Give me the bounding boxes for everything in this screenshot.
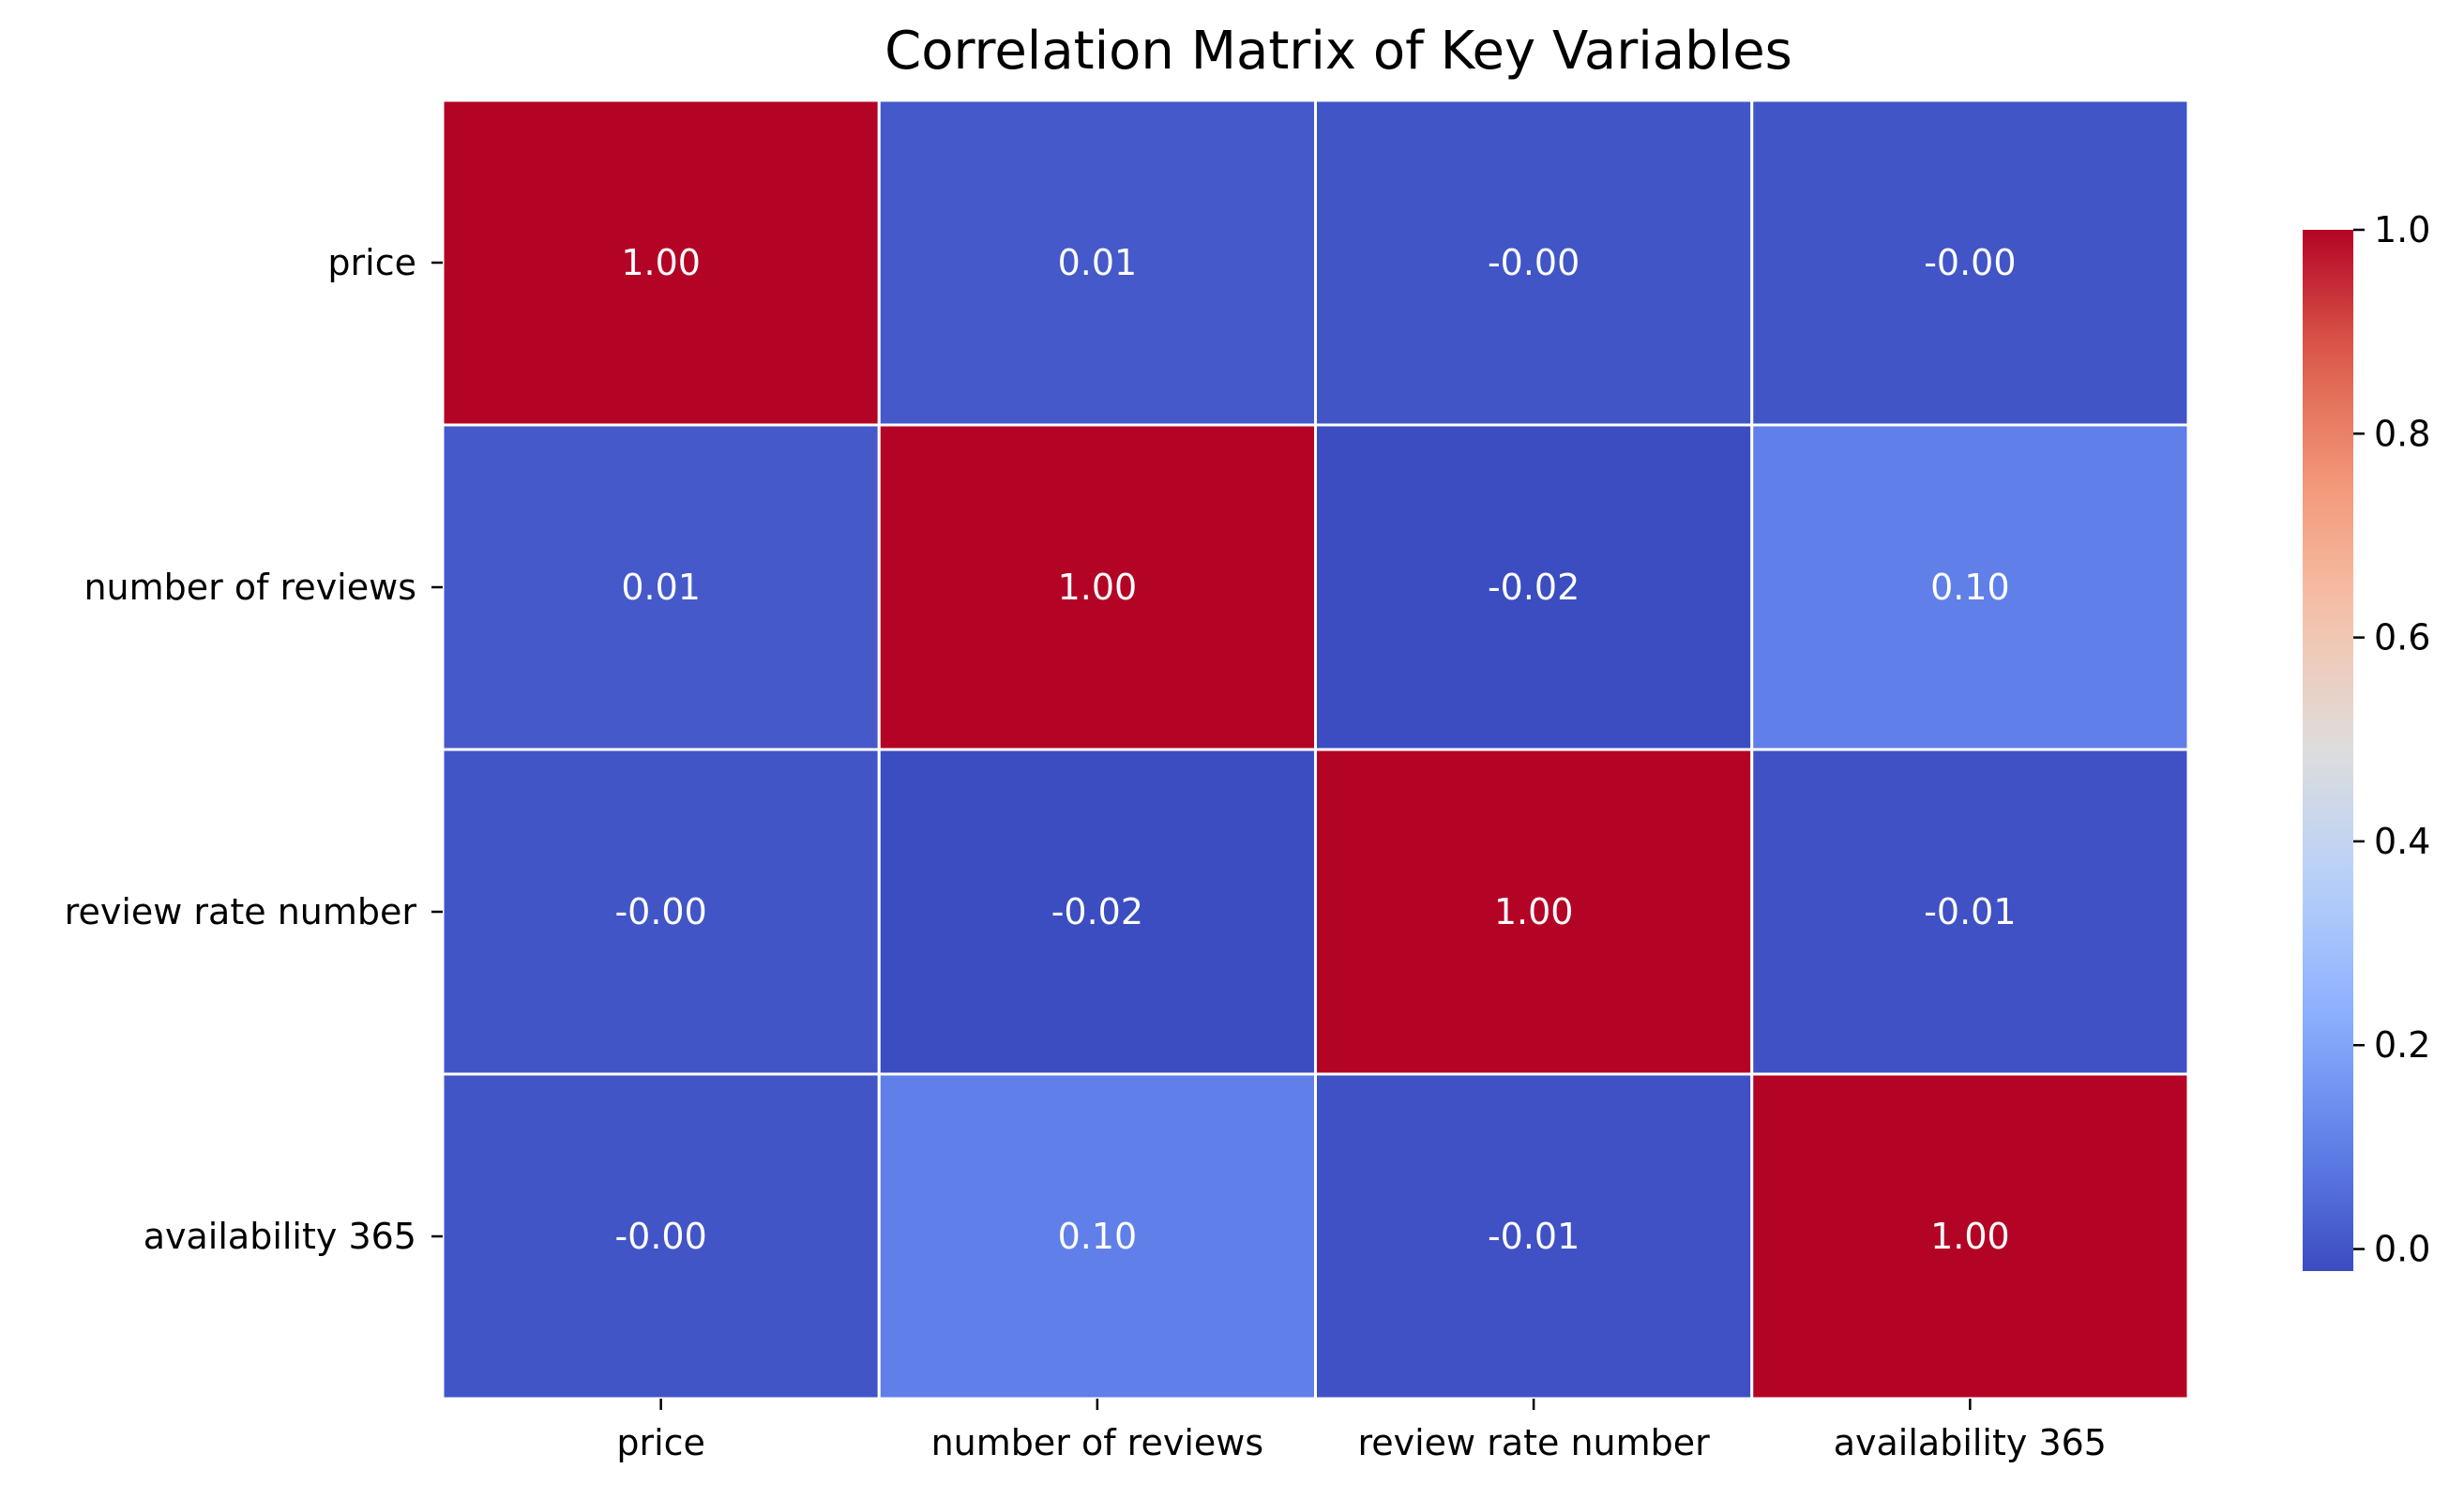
heatmap-cell: [1314, 1072, 1754, 1401]
y-tick-label: review rate number: [65, 891, 417, 932]
cell-annotation: 0.10: [1058, 1216, 1138, 1257]
colorbar-tick-label: 0.4: [2374, 821, 2430, 862]
cell-annotation: -0.00: [614, 1216, 706, 1257]
colorbar: 0.0 0.2 0.4 0.6 0.8 1.0: [2303, 209, 2430, 1271]
colorbar-tick-label: 0.0: [2374, 1229, 2430, 1270]
heatmap-cell: [441, 98, 881, 427]
y-tick-label: price: [327, 242, 416, 283]
x-tick-label: number of reviews: [931, 1422, 1264, 1463]
cell-annotation: 0.01: [621, 567, 701, 608]
cell-annotation: 1.00: [1058, 567, 1138, 608]
cell-annotation: 1.00: [1930, 1216, 2010, 1257]
cell-annotation: 1.00: [1494, 891, 1574, 932]
heatmap-cell: [441, 423, 881, 751]
heatmap-cell: [877, 1072, 1317, 1401]
cell-annotation: -0.00: [614, 891, 706, 932]
cell-annotation: 1.00: [621, 242, 701, 283]
heatmap-cell: [877, 423, 1317, 751]
cell-annotation: -0.01: [1924, 891, 2016, 932]
y-tick-label: number of reviews: [83, 567, 416, 608]
heatmap-cell: [1750, 748, 2190, 1076]
colorbar-tick-label: 1.0: [2374, 209, 2430, 250]
heatmap-cell: [877, 748, 1317, 1076]
heatmap-cells: [441, 98, 2190, 1401]
heatmap-cell: [1750, 1072, 2190, 1401]
heatmap-cell: [1314, 98, 1754, 427]
cell-annotation: -0.02: [1488, 567, 1580, 608]
x-axis: price number of reviews review rate number…: [616, 1399, 2107, 1463]
cell-annotation: 0.10: [1930, 567, 2010, 608]
cell-annotation: -0.00: [1488, 242, 1580, 283]
heatmap-cell: [1750, 423, 2190, 751]
heatmap-cell: [441, 1072, 881, 1401]
x-tick-label: review rate number: [1357, 1422, 1710, 1463]
cell-annotation: -0.00: [1924, 242, 2016, 283]
x-tick-label: availability 365: [1834, 1422, 2107, 1463]
y-axis: price number of reviews review rate number…: [65, 242, 443, 1257]
cell-annotation: -0.01: [1488, 1216, 1580, 1257]
cell-annotations: 1.00 0.01 -0.00 -0.00 0.01 1.00 -0.02 0.10 -0.00…: [614, 242, 2016, 1257]
y-tick-label: availability 365: [144, 1216, 416, 1257]
colorbar-tick-label: 0.8: [2374, 413, 2430, 454]
chart-title: Correlation Matrix of Key Variables: [884, 21, 1792, 82]
cell-annotation: -0.02: [1051, 891, 1143, 932]
heatmap-cell: [1750, 98, 2190, 427]
x-tick-label: price: [616, 1422, 705, 1463]
colorbar-gradient: [2303, 230, 2353, 1271]
colorbar-tick-label: 0.6: [2374, 617, 2430, 659]
cell-annotation: 0.01: [1058, 242, 1138, 283]
heatmap-cell: [877, 98, 1317, 427]
colorbar-tick-label: 0.2: [2374, 1024, 2430, 1066]
